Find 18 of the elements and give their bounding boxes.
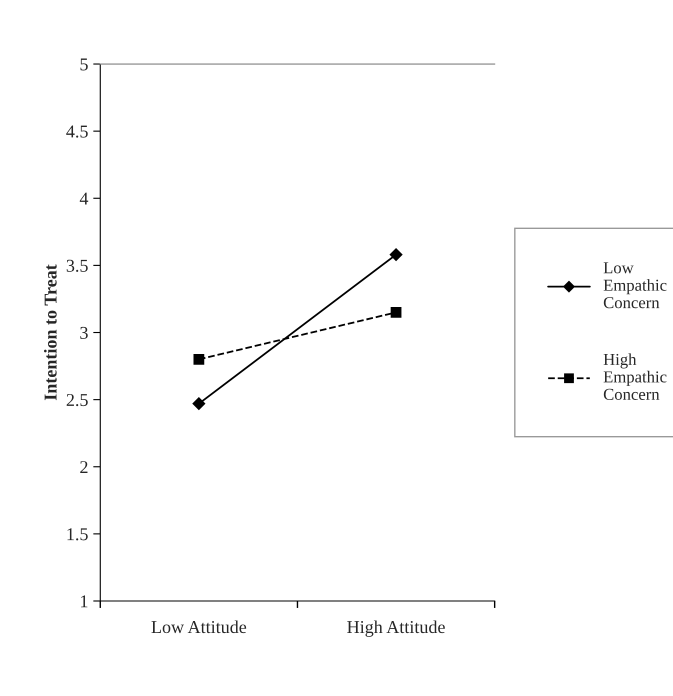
point (390, 306, 402, 318)
y-tick-label: 3.5 (66, 260, 88, 272)
y-tick-label: 4.5 (66, 126, 88, 138)
y-tick-label: 2 (80, 461, 88, 474)
point (192, 397, 206, 410)
x-tick-label: High Attitude (347, 620, 445, 637)
y-tick-label: 3 (80, 326, 88, 339)
point (193, 354, 204, 365)
y-tick-label: 5 (80, 58, 88, 70)
y-tick-label: 2.5 (66, 394, 88, 406)
legend-label: High Empathic Concern (604, 353, 667, 400)
point (390, 248, 402, 262)
x-tick-label: Low Attitude (151, 620, 246, 634)
y-tick-label: 1.5 (67, 528, 88, 540)
legend-label: Low Empathic Concern (604, 262, 667, 308)
y-axis-title: Intention to Treat (44, 264, 57, 400)
y-tick-label: 4 (80, 192, 88, 205)
y-tick-label: 1 (81, 595, 88, 608)
